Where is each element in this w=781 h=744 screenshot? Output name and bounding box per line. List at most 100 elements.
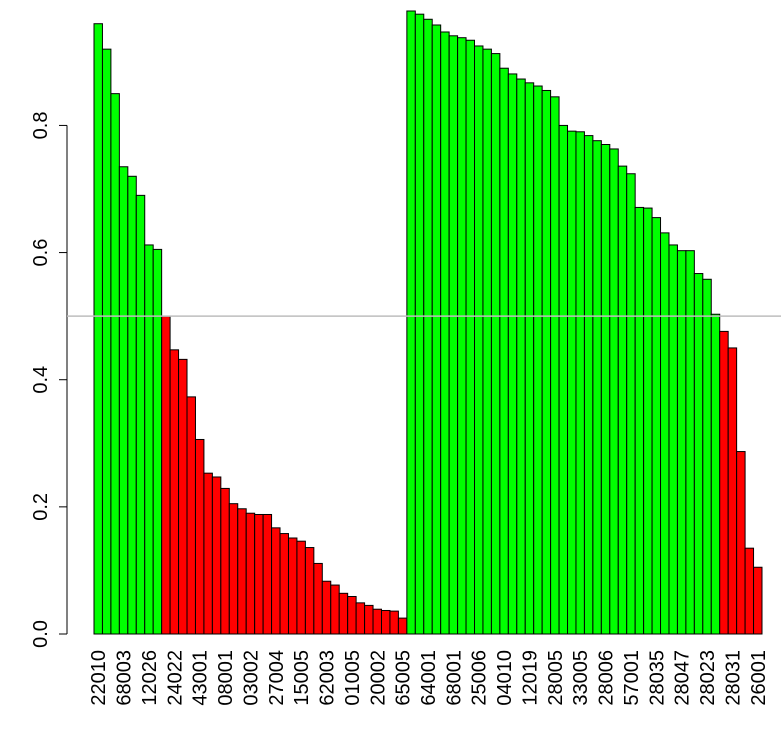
bar <box>152 248 163 635</box>
x-tick-label: 28031 <box>722 650 744 706</box>
bar <box>609 148 619 635</box>
bar <box>296 540 306 635</box>
x-tick-label: 62003 <box>317 650 339 706</box>
x-tick-label: 15005 <box>291 650 313 706</box>
bar <box>271 527 281 635</box>
x-tick-label: 28006 <box>596 650 618 706</box>
bar <box>245 512 256 635</box>
x-tick-label: 64001 <box>418 650 440 706</box>
bar <box>617 165 628 635</box>
y-tick-label: 0.6 <box>30 239 52 267</box>
bar <box>178 358 188 635</box>
x-tick-label: 68001 <box>443 650 465 706</box>
bar <box>643 207 653 635</box>
bar <box>237 508 247 635</box>
bar <box>541 89 552 635</box>
x-tick-label: 12026 <box>139 650 161 706</box>
x-tick-label: 01005 <box>342 650 364 706</box>
bar <box>169 349 180 635</box>
bar <box>668 244 678 635</box>
x-tick-label: 22010 <box>88 650 110 706</box>
bar <box>685 250 695 635</box>
y-tick-label: 0.2 <box>30 493 52 521</box>
bar <box>118 166 129 635</box>
bar <box>220 487 230 635</box>
x-tick-label: 65005 <box>393 650 415 706</box>
x-tick-label: 08001 <box>215 650 237 706</box>
bar <box>397 617 408 635</box>
bar <box>110 93 120 635</box>
bar <box>600 144 611 635</box>
bar <box>753 566 763 635</box>
bar <box>660 232 670 635</box>
x-tick-label: 04010 <box>494 650 516 706</box>
x-tick-label: 20002 <box>367 650 389 706</box>
bar <box>101 48 112 635</box>
bar <box>279 533 289 635</box>
bar <box>457 37 467 635</box>
bar <box>482 48 492 635</box>
bar <box>474 45 484 635</box>
bar <box>550 96 560 635</box>
bar <box>431 24 442 635</box>
x-tick-label: 28047 <box>672 650 694 706</box>
bar <box>194 438 205 635</box>
bar <box>719 330 729 635</box>
bar <box>203 472 213 635</box>
y-tick-label: 0.4 <box>30 366 52 394</box>
x-tick-label: 28005 <box>545 650 567 706</box>
bar <box>313 562 323 635</box>
bar <box>558 124 569 635</box>
x-tick-label: 43001 <box>190 650 212 706</box>
x-tick-label: 24022 <box>164 650 186 706</box>
x-tick-label: 33005 <box>570 650 592 706</box>
bar <box>304 547 315 635</box>
bar <box>186 396 196 635</box>
bar <box>465 39 476 635</box>
bar <box>507 73 518 635</box>
x-tick-label: 68003 <box>114 650 136 706</box>
bar <box>144 244 154 635</box>
bar <box>440 31 450 635</box>
bar <box>321 580 332 635</box>
bar <box>702 278 712 635</box>
bar <box>380 609 391 635</box>
bar <box>592 140 602 635</box>
bar <box>355 602 366 635</box>
x-tick-label: 28035 <box>646 650 668 706</box>
bar <box>406 10 416 635</box>
bar <box>389 610 399 635</box>
bar <box>676 250 687 635</box>
x-tick-label: 57001 <box>621 650 643 706</box>
bar <box>516 78 526 635</box>
x-tick-label: 25006 <box>469 650 491 706</box>
x-tick-label: 03002 <box>240 650 262 706</box>
bar <box>727 347 738 635</box>
bar <box>651 217 662 635</box>
bar <box>262 513 273 635</box>
bar <box>93 23 103 635</box>
x-tick-label: 12019 <box>519 650 541 706</box>
bar <box>423 18 433 635</box>
bar <box>626 173 636 635</box>
bar <box>499 67 509 635</box>
bar <box>287 537 298 635</box>
y-tick-label: 0.8 <box>30 112 52 140</box>
bar <box>364 604 374 635</box>
bar <box>583 135 594 635</box>
bar <box>736 451 746 635</box>
bar <box>347 595 357 635</box>
bar <box>338 592 349 635</box>
bar <box>567 130 577 635</box>
bar <box>414 13 425 635</box>
bar <box>127 175 137 635</box>
bar <box>448 35 459 635</box>
x-tick-label: 26001 <box>748 650 770 706</box>
y-tick-label: 0.0 <box>30 620 52 648</box>
bar <box>524 82 535 635</box>
bar <box>161 315 171 635</box>
bar <box>254 513 264 635</box>
bar <box>575 131 585 635</box>
x-tick-label: 27004 <box>266 650 288 706</box>
